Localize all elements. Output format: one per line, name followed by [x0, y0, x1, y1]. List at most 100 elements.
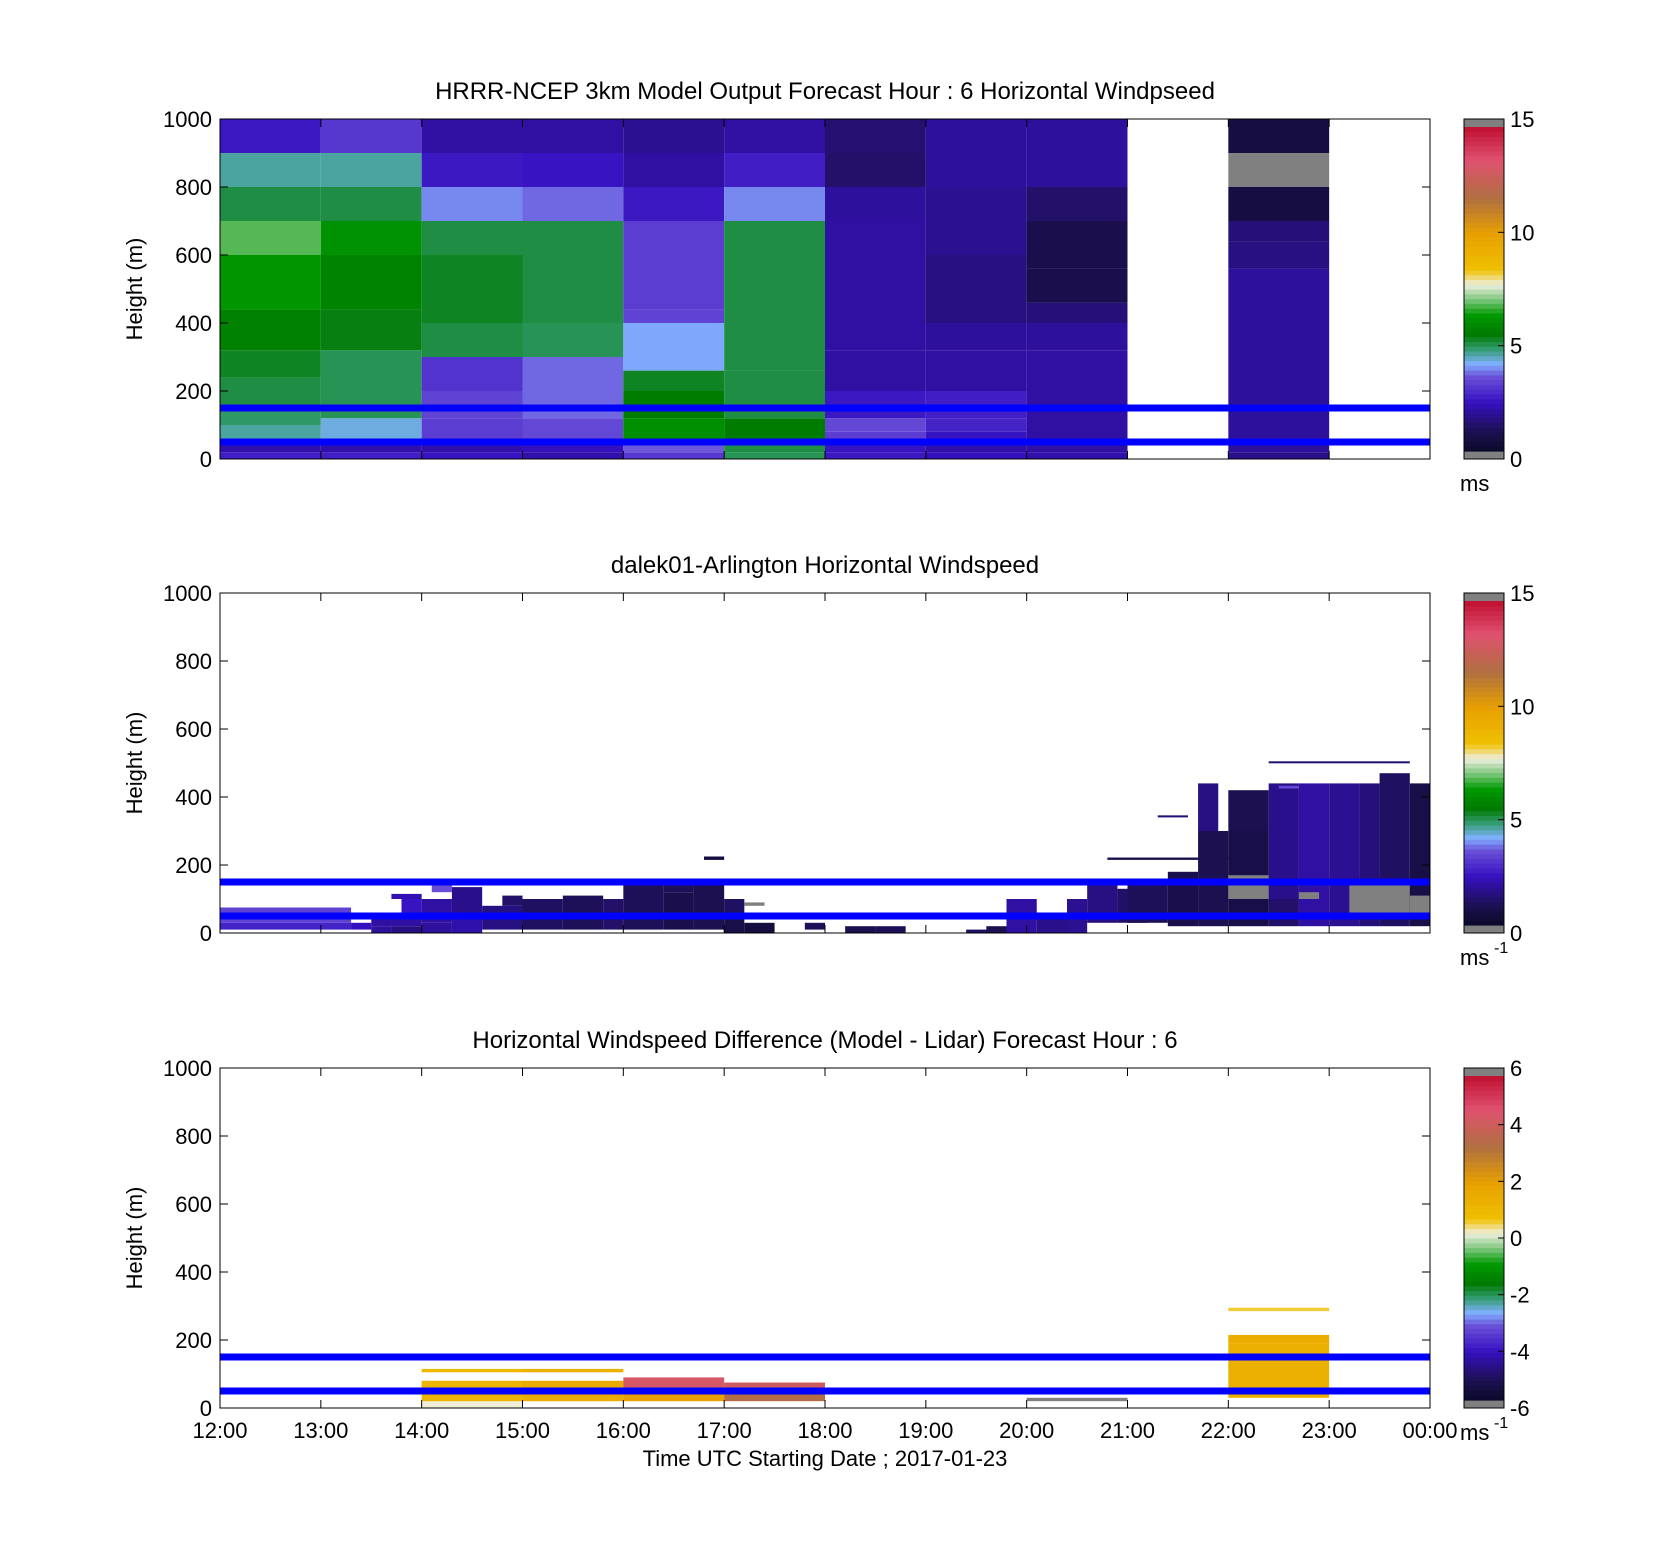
colorbar-segment: [1464, 231, 1504, 238]
x-tick-label: 23:00: [1302, 1418, 1357, 1443]
heatmap-cell: [421, 922, 452, 933]
heatmap-cell: [744, 902, 765, 906]
panel-title: HRRR-NCEP 3km Model Output Forecast Hour…: [435, 78, 1215, 105]
colorbar-frame: [1463, 118, 1505, 460]
y-axis-label: Height (m): [122, 1187, 147, 1290]
colorbar-segment: [1464, 1361, 1504, 1368]
colorbar-segment: [1464, 767, 1504, 774]
heatmap-cell: [371, 926, 392, 933]
heatmap-cell: [1228, 268, 1330, 453]
heatmap-cell: [825, 221, 926, 351]
heatmap-cell: [421, 119, 523, 153]
heatmap-cell: [220, 187, 321, 221]
heatmap-cell: [391, 926, 422, 933]
heatmap-cell: [724, 153, 825, 187]
heatmap-cell: [522, 187, 624, 221]
colorbar-segment: [1464, 901, 1504, 907]
colorbar-segment: [1464, 1209, 1504, 1215]
x-tick-label: 15:00: [495, 1418, 550, 1443]
colorbar-segment: [1464, 1238, 1504, 1244]
colorbar-segment: [1464, 1085, 1504, 1091]
heatmap-cell: [825, 452, 926, 459]
colorbar-segment: [1464, 643, 1504, 650]
colorbar-segment: [1464, 1104, 1504, 1110]
colorbar-segment: [1464, 393, 1504, 400]
colorbar-segment: [1464, 1114, 1504, 1120]
heatmap-cell: [724, 452, 825, 459]
colorbar-segment: [1464, 212, 1504, 219]
colorbar-segment: [1464, 844, 1504, 850]
colorbar-segment: [1464, 763, 1504, 769]
colorbar-segment: [1464, 1338, 1504, 1344]
heatmap-cell: [925, 445, 1027, 453]
heatmap-cell: [522, 452, 624, 459]
colorbar-segment: [1464, 820, 1504, 826]
colorbar-segment: [1464, 127, 1504, 133]
y-tick-label: 200: [175, 853, 212, 878]
heatmap-cell: [1026, 1397, 1128, 1402]
heatmap-cell: [421, 1401, 523, 1408]
heatmap-cell: [724, 119, 825, 153]
colorbar-segment: [1464, 374, 1504, 381]
colorbar-segment: [1464, 863, 1504, 869]
heatmap-cell: [724, 1382, 825, 1388]
heatmap-cell: [320, 255, 422, 310]
heatmap-cell: [724, 187, 825, 221]
colorbar-segment: [1464, 308, 1504, 314]
colorbar-segment: [1464, 379, 1504, 385]
heatmap-cell: [724, 899, 745, 916]
heatmap-cell: [1026, 187, 1128, 221]
colorbar-segment: [1464, 758, 1504, 764]
y-tick-label: 400: [175, 1260, 212, 1285]
colorbar-segment: [1464, 834, 1504, 840]
colorbar-segment: [1464, 1195, 1504, 1201]
colorbar-tick-label: -6: [1510, 1396, 1530, 1421]
colorbar-tick-label: -2: [1510, 1283, 1530, 1308]
heatmap-cell: [1026, 302, 1128, 323]
heatmap-cell: [825, 187, 926, 221]
heatmap-cell: [623, 885, 664, 930]
colorbar-segment: [1464, 184, 1504, 190]
heatmap-cell: [925, 350, 1027, 391]
colorbar-segment: [1464, 1390, 1504, 1396]
panel-3: Horizontal Windspeed Difference (Model -…: [122, 1027, 1530, 1445]
heatmap-cell: [1349, 882, 1410, 916]
heatmap-cell: [421, 445, 523, 453]
heatmap-cell: [502, 895, 523, 906]
colorbar-segment: [1464, 772, 1504, 778]
heatmap-cells: [220, 119, 1330, 459]
heatmap-cell: [1228, 1307, 1330, 1312]
heatmap-cell: [320, 452, 422, 459]
heatmap-cell: [220, 445, 321, 453]
panel-1: HRRR-NCEP 3km Model Output Forecast Hour…: [122, 78, 1534, 496]
colorbar-segment: [1464, 1371, 1504, 1377]
colorbar-segment: [1464, 1395, 1504, 1401]
colorbar-segment: [1464, 312, 1504, 319]
colorbar-segment: [1464, 653, 1504, 659]
colorbar-segment: [1464, 179, 1504, 185]
colorbar-segment: [1464, 241, 1504, 247]
y-tick-label: 1000: [163, 1056, 212, 1081]
colorbar-segment: [1464, 853, 1504, 859]
heatmap-cell: [623, 323, 725, 371]
x-tick-label: 12:00: [192, 1418, 247, 1443]
colorbar-unit: ms: [1460, 1420, 1489, 1445]
y-tick-label: 0: [200, 1396, 212, 1421]
heatmap-cell: [1026, 323, 1128, 351]
heatmap-cell: [1026, 268, 1128, 303]
colorbar-segment: [1464, 1247, 1504, 1253]
colorbar-segment: [1464, 398, 1504, 404]
colorbar-segment: [1464, 1214, 1504, 1220]
heatmap-cell: [623, 1377, 725, 1388]
colorbar-segment: [1464, 146, 1504, 152]
colorbar-segment: [1464, 601, 1504, 607]
colorbar-segment: [1464, 682, 1504, 688]
colorbar-segment: [1464, 824, 1504, 831]
colorbar-segment: [1464, 1290, 1504, 1296]
colorbar-segment: [1464, 136, 1504, 142]
heatmap-cell: [724, 221, 825, 371]
colorbar-segment: [1464, 1218, 1504, 1225]
y-axis-label: Height (m): [122, 712, 147, 815]
heatmap-cell: [623, 119, 725, 153]
